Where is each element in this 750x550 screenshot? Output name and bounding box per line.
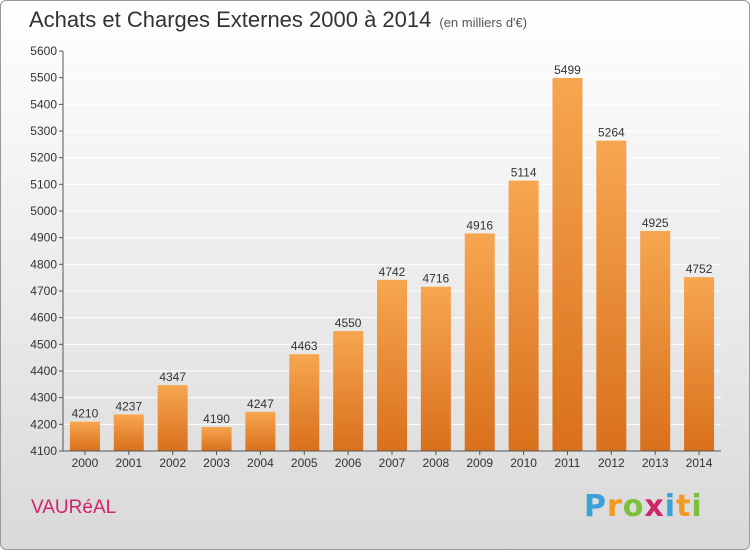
bar-2012 [596,140,627,451]
y-tick-label: 4800 [30,257,57,271]
bar-2005 [289,354,320,451]
x-tick-label-2001: 2001 [115,456,142,470]
x-tick-label-2009: 2009 [466,456,493,470]
chart-unit: (en milliers d'€) [439,15,528,30]
x-tick-label-2005: 2005 [291,456,318,470]
bar-2006 [333,331,364,451]
y-tick-label: 5400 [30,97,57,111]
y-tick-label: 4300 [30,391,57,405]
data-label-2003: 4190 [203,412,230,426]
y-tick-label: 5600 [30,44,57,58]
axes: 4100 4200 4300 4400 4500 4600 4700 4800 4900 5000… [30,44,721,470]
data-label-2001: 4237 [115,399,142,413]
y-tick-label: 5000 [30,204,57,218]
y-tick-label: 4200 [30,417,57,431]
y-tick-label: 5500 [30,71,57,85]
x-tick-label-2008: 2008 [423,456,450,470]
x-tick-label-2011: 2011 [555,456,581,470]
x-tick-label-2002: 2002 [159,456,186,470]
data-label-2006: 4550 [335,316,362,330]
y-tick-label: 5100 [30,177,57,191]
bar-2000 [69,421,100,451]
x-tick-label-2012: 2012 [598,456,625,470]
data-label-2012: 5264 [598,126,625,140]
place-name: VAURéAL [31,497,117,518]
y-tick-label: 5300 [30,124,57,138]
data-label-2002: 4347 [159,370,186,384]
x-tick-label-2003: 2003 [203,456,230,470]
y-tick-label: 4600 [30,311,57,325]
chart-title: Achats et Charges Externes 2000 à 2014 (e… [29,7,527,33]
y-tick-label: 4100 [30,444,57,458]
bar-2009 [464,233,495,451]
y-tick-label: 4900 [30,231,57,245]
bar-2008 [420,286,451,451]
bars: 4210 4237 4347 4190 4247 4463 4550 4742 4716 4916… [69,63,715,451]
bar-2003 [201,427,232,451]
data-label-2000: 4210 [72,407,99,421]
brand-logo: Proxiti [584,489,703,524]
y-tick-label: 4500 [30,337,57,351]
bar-2011 [552,77,583,451]
brand-letter: o [622,489,645,524]
x-tick-label-2007: 2007 [379,456,406,470]
brand-letter: i [664,489,677,524]
x-tick-label-2004: 2004 [247,456,274,470]
data-label-2011: 5499 [554,63,581,77]
x-tick-label-2006: 2006 [335,456,362,470]
y-tick-label: 4700 [30,284,57,298]
bar-2001 [113,414,144,451]
data-label-2005: 4463 [291,339,318,353]
x-tick-label-2010: 2010 [510,456,537,470]
bar-2013 [640,231,671,451]
brand-letter: P [584,489,607,524]
brand-letter: r [607,489,623,524]
brand-letter: x [644,489,665,524]
bar-2002 [157,385,188,451]
bar-2004 [245,411,276,451]
x-tick-label-2014: 2014 [686,456,713,470]
brand-letter: t [676,489,692,524]
data-label-2004: 4247 [247,397,274,411]
data-label-2013: 4925 [642,216,669,230]
x-tick-label-2000: 2000 [72,456,99,470]
data-label-2008: 4716 [423,272,450,286]
bar-2007 [377,279,407,451]
data-label-2014: 4752 [686,262,713,276]
bar-2014 [684,277,715,451]
data-label-2009: 4916 [466,218,493,232]
y-tick-label: 4400 [30,364,57,378]
data-label-2007: 4742 [379,265,406,279]
brand-letter: i [691,489,703,524]
bar-2010 [508,180,539,451]
data-label-2010: 5114 [511,166,537,180]
chart-title-text: Achats et Charges Externes 2000 à 2014 [29,7,432,32]
x-tick-label-2013: 2013 [642,456,669,470]
y-tick-label: 5200 [30,151,57,165]
